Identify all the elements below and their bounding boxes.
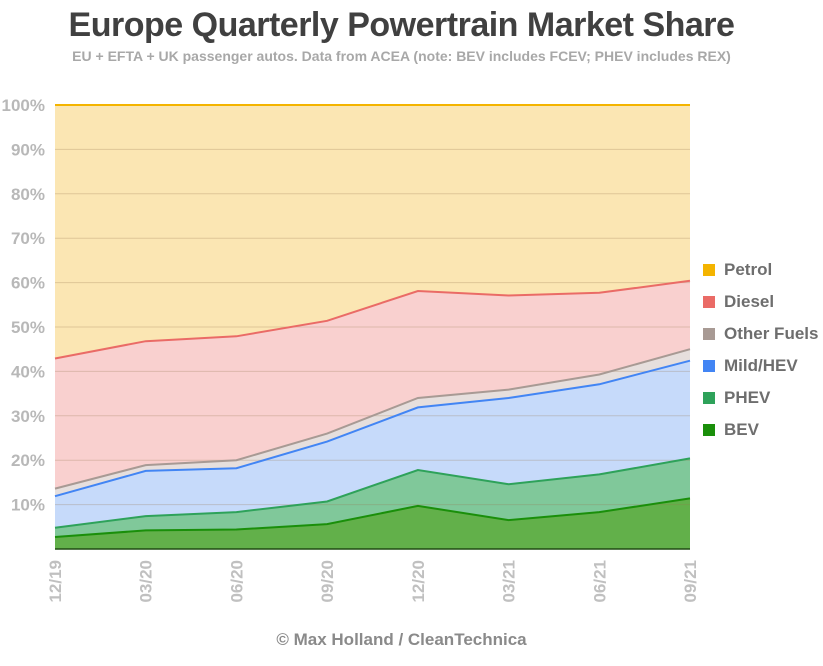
legend-label: PHEV (724, 388, 771, 407)
legend-swatch (703, 424, 715, 436)
y-tick-label: 90% (11, 140, 45, 159)
y-tick-label: 70% (11, 229, 45, 248)
area-petrol (55, 105, 690, 359)
line-phev (54, 457, 691, 529)
legend-item-petrol[interactable]: Petrol (703, 254, 818, 286)
y-tick-label: 30% (11, 407, 45, 426)
legend-item-bev[interactable]: BEV (703, 414, 818, 446)
y-tick-label: 50% (11, 318, 45, 337)
legend-label: Petrol (724, 260, 773, 279)
legend-item-diesel[interactable]: Diesel (703, 286, 818, 318)
chart-credit: © Max Holland / CleanTechnica (276, 630, 527, 649)
y-tick-label: 60% (11, 274, 45, 293)
chart-subtitle: EU + EFTA + UK passenger autos. Data fro… (72, 48, 731, 64)
y-tick-label: 100% (2, 96, 45, 115)
x-axis-ticks: 12/19 03/20 06/20 09/20 12/20 03/21 06/21 09/21 (46, 560, 700, 603)
line-other-fuels (54, 348, 691, 490)
y-tick-label: 20% (11, 451, 45, 470)
x-tick-label: 03/20 (137, 560, 156, 603)
x-tick-label: 09/20 (318, 560, 337, 603)
x-tick-label: 09/21 (681, 560, 700, 603)
legend-label: BEV (724, 420, 759, 439)
legend-label: Diesel (724, 292, 775, 311)
legend-label: Other Fuels (724, 324, 819, 343)
series-lines (54, 104, 691, 550)
legend-item-phev[interactable]: PHEV (703, 382, 818, 414)
x-tick-label: 12/20 (409, 560, 428, 603)
x-tick-label: 12/19 (46, 560, 65, 603)
legend-swatch (703, 296, 715, 308)
legend-label: Mild/HEV (724, 356, 798, 375)
y-tick-label: 10% (11, 496, 45, 515)
legend-swatch (703, 360, 715, 372)
legend-item-mild-hev[interactable]: Mild/HEV (703, 350, 818, 382)
y-tick-label: 40% (11, 362, 45, 381)
legend-item-other-fuels[interactable]: Other Fuels (703, 318, 818, 350)
x-tick-label: 03/21 (500, 560, 519, 603)
line-mild-hev (54, 359, 691, 498)
legend-swatch (703, 328, 715, 340)
y-tick-label: 80% (11, 185, 45, 204)
y-axis-ticks: 10% 20% 30% 40% 50% 60% 70% 80% 90% 100% (2, 96, 45, 515)
legend-swatch (703, 392, 715, 404)
legend-swatch (703, 264, 715, 276)
line-bev (54, 497, 691, 538)
stacked-areas (55, 105, 690, 549)
x-tick-label: 06/20 (227, 560, 246, 603)
area-mild-hev (55, 360, 690, 528)
area-bev (55, 498, 690, 549)
line-diesel (54, 279, 691, 360)
x-tick-label: 06/21 (590, 560, 609, 603)
legend: Petrol Diesel Other Fuels Mild/HEV PHEV … (703, 254, 818, 446)
chart-title: Europe Quarterly Powertrain Market Share (68, 6, 735, 44)
area-diesel (55, 280, 690, 489)
